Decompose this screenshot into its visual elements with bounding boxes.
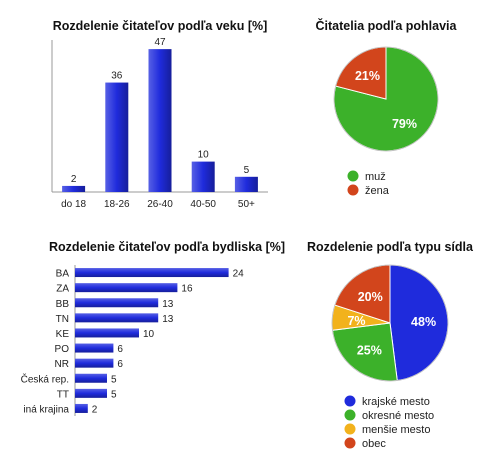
bar (75, 358, 114, 368)
data-label: 10 (198, 150, 210, 161)
slice-label: 48% (411, 315, 436, 329)
legend-label: obec (362, 438, 386, 450)
x-tick-label: 50+ (238, 199, 255, 210)
legend-marker (344, 423, 356, 435)
data-label: 6 (117, 359, 123, 370)
data-label: 24 (233, 269, 245, 280)
slice-label: 25% (357, 344, 382, 358)
x-tick-label: 40-50 (190, 199, 216, 210)
data-label: 47 (154, 37, 166, 48)
x-tick-label: do 18 (61, 199, 86, 210)
data-label: 13 (162, 314, 174, 325)
bar (75, 283, 178, 293)
legend-marker (347, 184, 359, 196)
y-tick-label: TT (57, 389, 69, 400)
bar (148, 49, 172, 193)
slice-label: 7% (347, 314, 365, 328)
slice-label: 21% (355, 69, 380, 83)
y-tick-label: ZA (56, 284, 69, 295)
bar (75, 388, 107, 398)
data-label: 2 (71, 174, 77, 185)
data-label: 6 (117, 344, 123, 355)
legend-label: menšie mesto (362, 424, 430, 436)
bar (75, 298, 159, 308)
bar (75, 268, 229, 278)
legend-marker (344, 409, 356, 421)
y-tick-label: BA (56, 269, 70, 280)
chart-title: Čitatelia podľa pohlavia (316, 18, 458, 33)
bar (75, 313, 159, 323)
slice-label: 79% (392, 117, 417, 131)
data-label: 5 (111, 374, 117, 385)
legend-label: krajské mesto (362, 396, 430, 408)
data-label: 5 (111, 389, 117, 400)
pie-outline (331, 264, 449, 382)
y-tick-label: PO (55, 344, 70, 355)
data-label: 16 (181, 284, 193, 295)
y-tick-label: TN (56, 314, 69, 325)
y-tick-label: NR (55, 359, 69, 370)
legend-marker (344, 395, 356, 407)
bar (105, 82, 129, 192)
bar (75, 328, 139, 338)
x-tick-label: 26-40 (147, 199, 173, 210)
y-tick-label: iná krajina (23, 404, 69, 415)
data-label: 10 (143, 329, 155, 340)
x-tick-label: 18-26 (104, 199, 130, 210)
y-tick-label: BB (56, 299, 70, 310)
bar (75, 343, 114, 353)
legend-label: žena (365, 185, 390, 197)
pie-outline (333, 46, 439, 152)
y-tick-label: Česká rep. (21, 372, 69, 385)
bar (191, 161, 215, 192)
data-label: 5 (244, 165, 250, 176)
bar (75, 403, 88, 413)
data-label: 36 (111, 71, 123, 82)
legend-marker (347, 170, 359, 182)
chart-title: Rozdelenie čitateľov podľa veku [%] (53, 19, 268, 33)
data-label: 2 (92, 404, 98, 415)
y-tick-label: KE (56, 329, 70, 340)
legend-marker (344, 437, 356, 449)
chart-title: Rozdelenie podľa typu sídla (307, 240, 474, 254)
bar (75, 373, 107, 383)
legend-label: muž (365, 171, 386, 183)
legend-label: okresné mesto (362, 410, 434, 422)
slice-label: 20% (358, 290, 383, 304)
data-label: 13 (162, 299, 174, 310)
bar (62, 185, 86, 192)
bar (234, 176, 258, 192)
chart-title: Rozdelenie čitateľov podľa bydliska [%] (49, 240, 285, 254)
